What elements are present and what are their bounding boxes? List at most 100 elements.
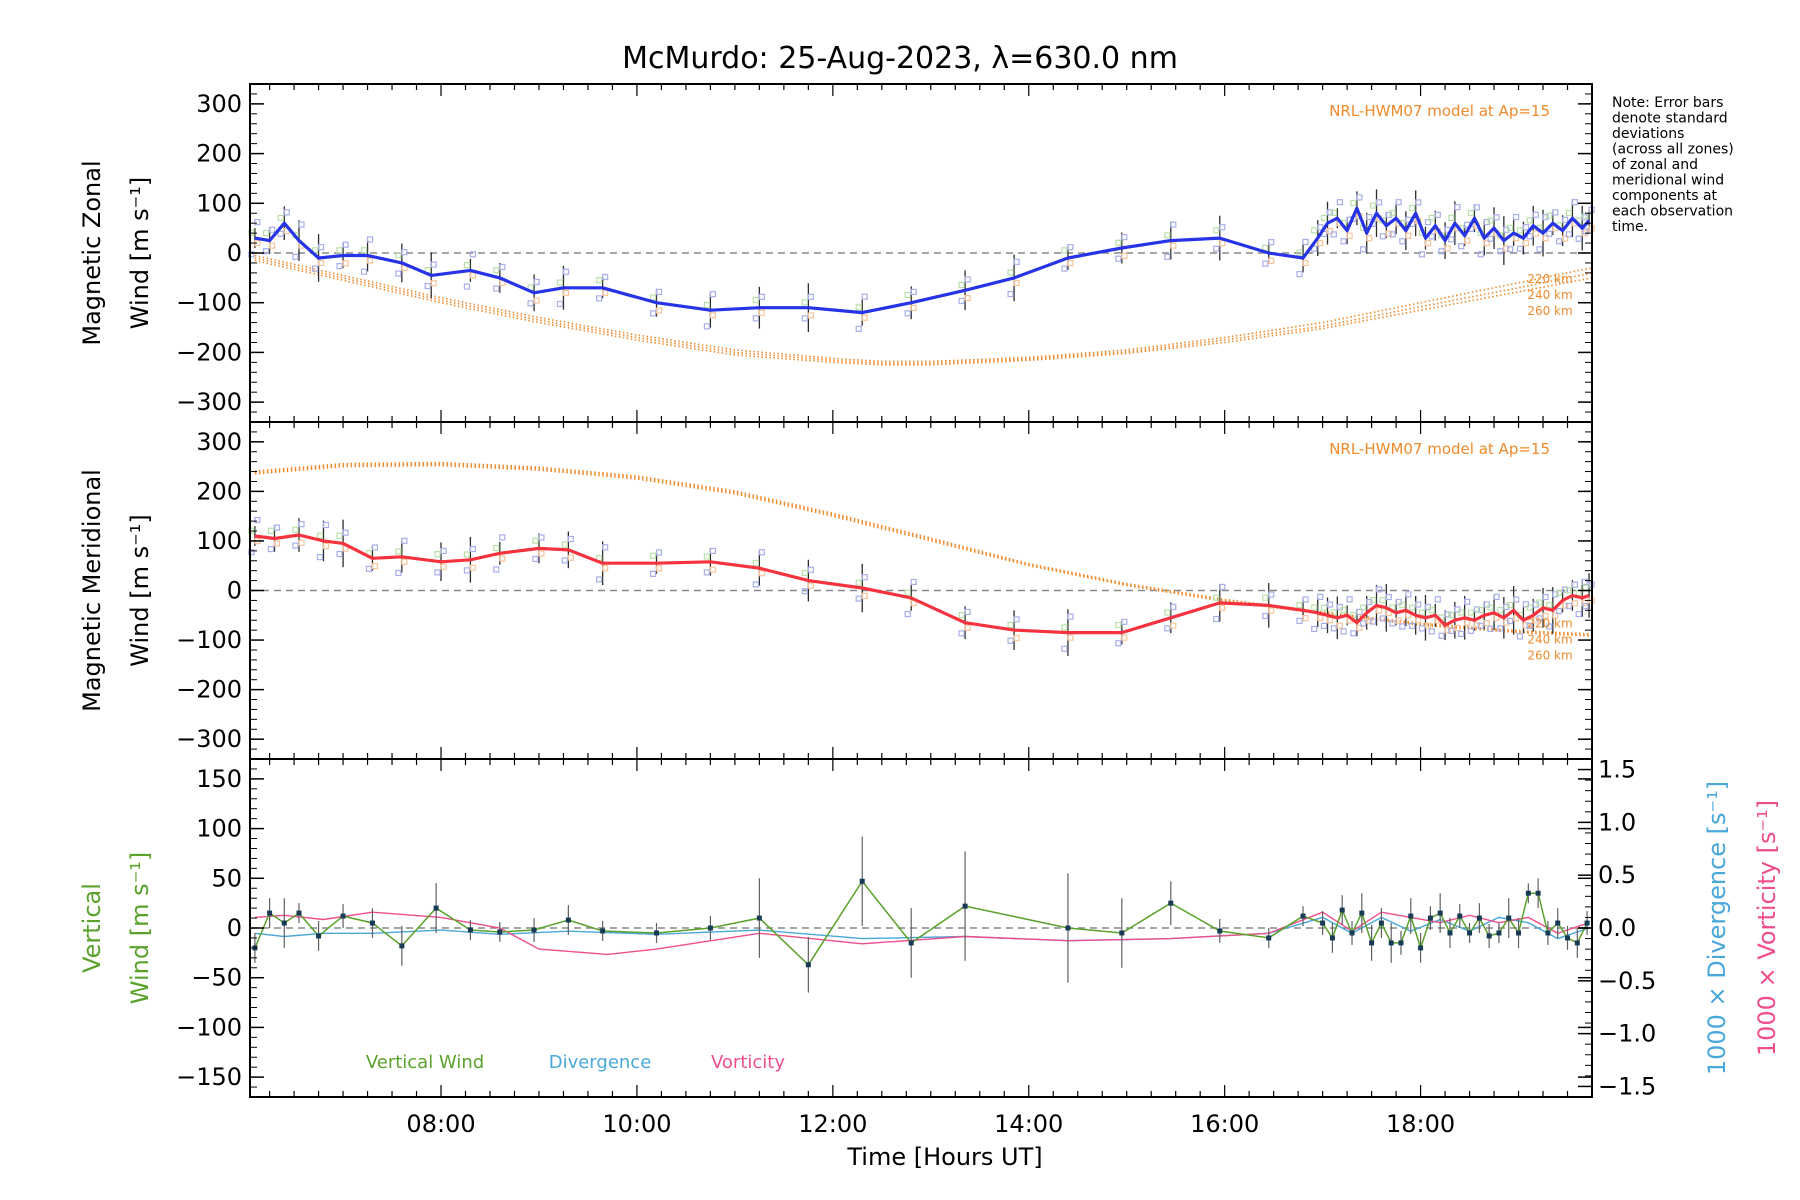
zone-sample (424, 282, 431, 290)
zone-sample (538, 534, 545, 541)
zone-sample (1366, 598, 1373, 606)
zone-sample (469, 272, 477, 279)
zone-sample (1302, 259, 1309, 267)
zone-sample (807, 293, 814, 300)
zone-sample (1219, 240, 1226, 247)
zone-sample (395, 569, 402, 577)
vertical-wind-point (316, 933, 322, 939)
zone-sample (1389, 620, 1396, 627)
zone-sample (1458, 243, 1465, 250)
zone-sample (1575, 235, 1582, 242)
y2-tick-label: 0.5 (1598, 861, 1636, 889)
meridional-ylabel-line1: Magnetic Meridional (78, 469, 106, 712)
model-curve-240km (254, 257, 1593, 365)
zone-sample (1121, 252, 1128, 259)
y-tick-label: 50 (211, 864, 242, 892)
zone-sample (655, 307, 663, 314)
zone-sample (910, 304, 917, 311)
zone-sample (958, 611, 965, 619)
zone-sample (1556, 607, 1563, 615)
note-line: denote standard (1612, 111, 1728, 127)
model-curve-220km (254, 464, 1593, 637)
zone-sample (1415, 601, 1422, 608)
zone-sample (371, 544, 379, 551)
zone-sample (1448, 627, 1455, 634)
zone-sample (1571, 581, 1579, 588)
zone-sample (1164, 232, 1171, 239)
zonal-axes: −300 −200 −100 0 100 200 300 (176, 83, 1593, 423)
zone-sample (1503, 226, 1510, 233)
zone-sample (1562, 235, 1569, 242)
zone-sample (709, 312, 716, 319)
vertical-wind-point (296, 910, 302, 916)
zone-sample (1493, 593, 1500, 600)
zone-sample (268, 226, 276, 233)
vorticity-axis-label: 1000 × Vorticity [s⁻¹] (1753, 800, 1781, 1056)
zone-sample (1532, 230, 1539, 237)
vertical-wind-point (962, 903, 968, 909)
zone-sample (1366, 617, 1373, 624)
zone-sample (1121, 634, 1128, 641)
zone-sample (1317, 614, 1324, 621)
zone-sample (1213, 245, 1220, 252)
zone-sample (1164, 625, 1171, 632)
vertical-wind-point (1398, 940, 1404, 946)
zone-sample (1170, 242, 1177, 249)
zone-sample (1448, 611, 1455, 619)
y-tick-label: 150 (196, 765, 242, 793)
vertical-wind-line (254, 880, 1588, 966)
vertical-wind-point (1555, 920, 1561, 926)
vertical-wind-point (1457, 913, 1463, 919)
y-tick-label: −300 (176, 388, 242, 416)
zone-sample (1268, 591, 1275, 598)
zone-sample (1115, 621, 1122, 629)
zone-sample (1350, 630, 1357, 637)
zone-sample (527, 300, 534, 307)
zone-sample (1395, 199, 1402, 206)
zone-sample (596, 576, 603, 583)
zone-sample (292, 526, 299, 533)
zone-sample (1428, 233, 1435, 240)
zone-sample (1562, 602, 1569, 609)
zone-sample (1379, 597, 1386, 604)
zone-sample (1409, 622, 1416, 629)
zone-sample (1379, 615, 1386, 622)
y-tick-label: −50 (191, 964, 242, 992)
zone-sample (1556, 589, 1563, 596)
zone-sample (360, 268, 368, 275)
zone-sample (493, 267, 500, 274)
zone-sample (1532, 617, 1539, 624)
zone-sample (336, 263, 343, 270)
zone-sample (254, 516, 261, 524)
zone-sample (649, 310, 657, 317)
zone-sample (1516, 245, 1524, 252)
note-line: (across all zones) (1612, 142, 1734, 158)
zone-sample (1067, 634, 1074, 641)
zone-sample (904, 610, 911, 618)
zone-sample (1536, 599, 1543, 606)
zone-sample (596, 277, 603, 284)
zonal-altitude-labels: 220 km 240 km 260 km (1527, 272, 1572, 318)
zone-sample (1454, 204, 1461, 211)
vertical-wind-point (281, 920, 287, 926)
note-line: Note: Error bars (1612, 95, 1723, 111)
y-tick-label: 300 (196, 90, 242, 118)
zone-sample (1385, 211, 1392, 218)
zone-sample (752, 581, 759, 588)
zone-sample (1399, 601, 1406, 609)
zone-sample (1346, 596, 1353, 603)
vertical-wind-point (1486, 933, 1492, 939)
zone-sample (283, 209, 290, 216)
zone-sample (248, 251, 255, 258)
vertical-wind-point (1119, 930, 1125, 936)
zone-sample (1503, 245, 1510, 252)
zone-sample (1582, 602, 1589, 610)
zone-sample (1562, 216, 1569, 223)
zone-sample (855, 325, 862, 332)
zone-sample (1061, 247, 1068, 254)
zone-sample (958, 630, 965, 637)
zone-sample (322, 521, 330, 529)
zone-sample (1013, 616, 1020, 623)
y-tick-label: −150 (176, 1063, 242, 1091)
zone-sample (316, 532, 324, 539)
